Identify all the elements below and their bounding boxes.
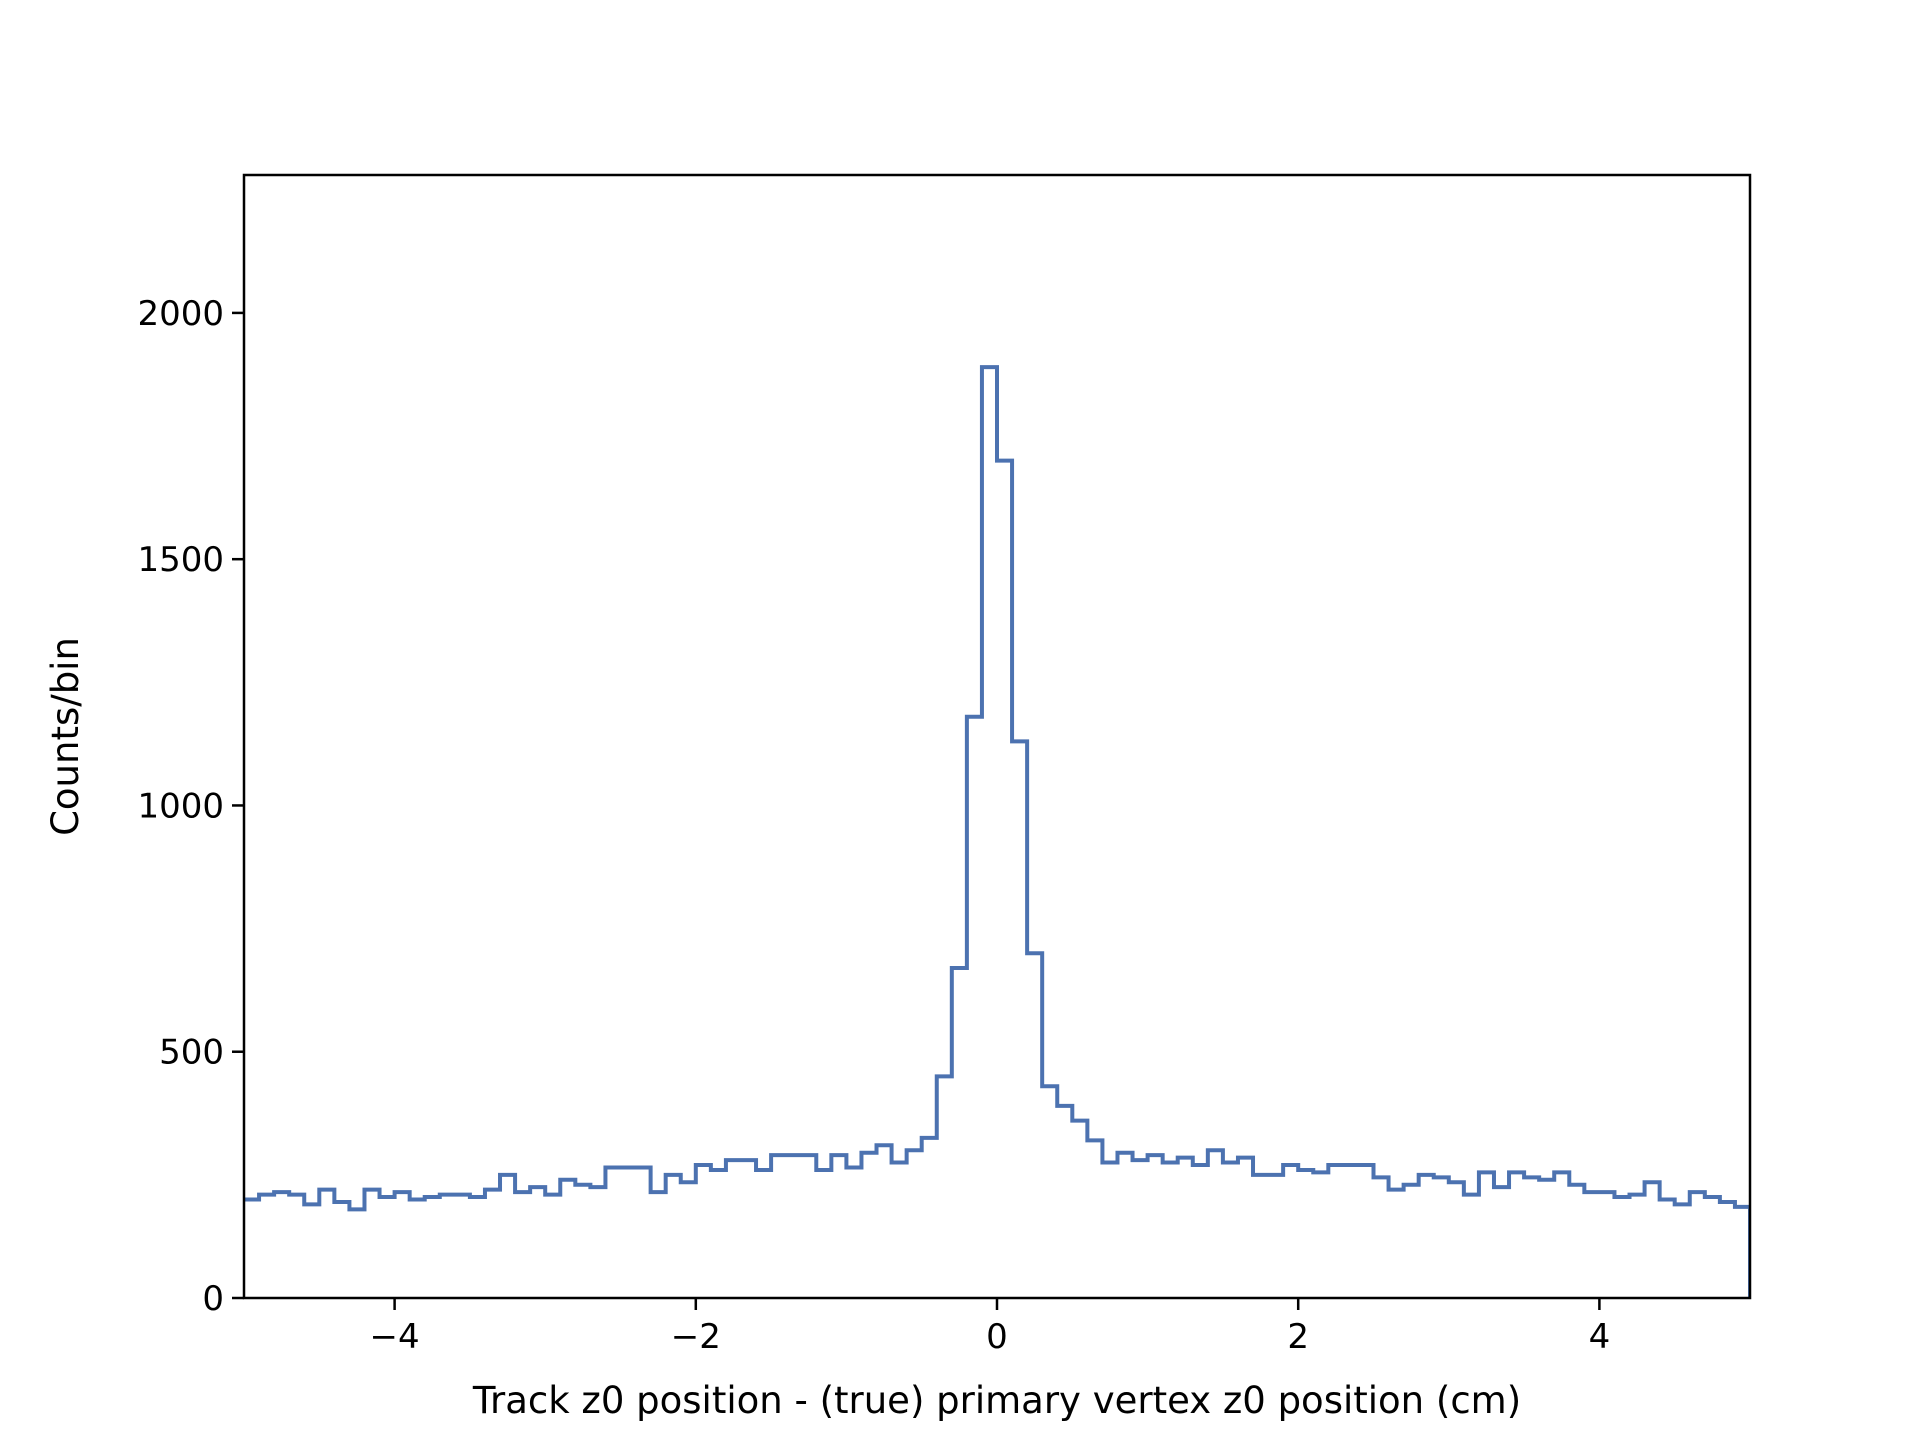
y-tick-label: 2000 <box>137 294 224 334</box>
axes: −4 −2 0 2 4 0 500 1000 1500 2000 <box>137 173 1752 1357</box>
y-tick-label: 1500 <box>137 540 224 580</box>
x-tick-label: −4 <box>370 1317 420 1357</box>
y-tick-label: 1000 <box>137 786 224 826</box>
y-tick-label: 0 <box>202 1279 224 1319</box>
x-tick-label: −2 <box>671 1317 721 1357</box>
x-tick-label: 4 <box>1589 1317 1611 1357</box>
x-tick-label: 2 <box>1287 1317 1309 1357</box>
x-tick-label: 0 <box>986 1317 1008 1357</box>
x-axis-label: Track z0 position - (true) primary verte… <box>472 1379 1521 1422</box>
plot-area <box>244 365 1750 1298</box>
histogram-step-line <box>244 365 1750 1298</box>
y-axis-label: Counts/bin <box>44 637 87 836</box>
y-tick-label: 500 <box>159 1033 224 1073</box>
